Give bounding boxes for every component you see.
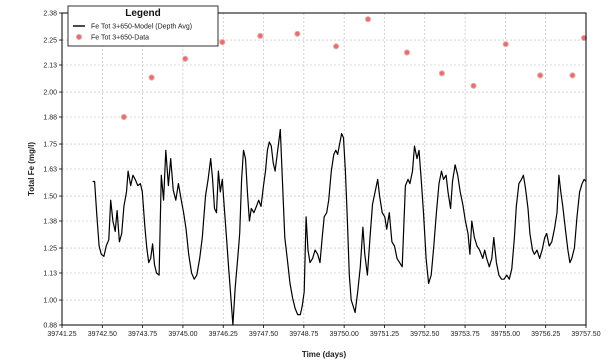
legend-box — [67, 5, 219, 47]
data-point — [569, 72, 576, 79]
x-tick-label: 39753.75 — [450, 331, 479, 338]
data-point — [537, 72, 544, 79]
data-point — [182, 55, 189, 62]
y-axis-ticks: 0.88 1.00 1.13 1.25 1.38 1.50 1.63 1.75 1.88 2.00… — [43, 11, 62, 330]
y-tick-label: 1.50 — [43, 194, 57, 201]
y-tick-label: 2.00 — [43, 90, 57, 97]
legend: Legend Fe Tot 3+650-Model (Depth Avg) Fe… — [67, 5, 219, 47]
x-axis-ticks: 39741.25 39742.50 39743.75 39745.00 39746.25… — [47, 325, 601, 338]
x-tick-label: 39755.00 — [491, 331, 520, 338]
model-line — [92, 128, 587, 326]
x-tick-label: 39750.00 — [330, 331, 359, 338]
x-axis-label: Time (days) — [302, 350, 347, 359]
data-point — [294, 30, 301, 37]
x-tick-label: 39745.00 — [168, 331, 197, 338]
data-point — [364, 16, 372, 23]
y-tick-label: 1.75 — [43, 142, 57, 149]
x-tick-label: 39752.50 — [410, 331, 439, 338]
x-tick-label: 39747.50 — [249, 331, 278, 338]
x-tick-label: 39743.75 — [128, 331, 157, 338]
data-point — [470, 82, 477, 89]
y-tick-label: 1.63 — [43, 167, 57, 174]
data-point — [219, 39, 226, 46]
y-tick-label: 1.13 — [43, 271, 57, 278]
data-point — [257, 32, 264, 40]
data-point — [403, 49, 411, 56]
x-tick-label: 39748.75 — [289, 331, 318, 338]
y-tick-label: 2.38 — [43, 11, 57, 18]
y-tick-label: 0.88 — [43, 323, 57, 330]
x-tick-label: 39742.50 — [88, 331, 117, 338]
y-tick-label: 1.25 — [43, 246, 57, 253]
y-tick-label: 1.88 — [43, 115, 57, 122]
plot-frame — [61, 12, 587, 326]
data-point — [333, 43, 340, 50]
x-tick-label: 39757.50 — [571, 331, 600, 338]
data-point — [438, 70, 445, 77]
data-point — [120, 113, 128, 121]
y-tick-label: 2.25 — [43, 38, 57, 45]
x-tick-label: 39741.25 — [47, 331, 76, 338]
x-tick-label: 39746.25 — [209, 331, 238, 338]
data-point — [580, 34, 588, 42]
legend-entry-data: Fe Tot 3+650-Data — [91, 35, 149, 42]
y-tick-label: 1.38 — [43, 219, 57, 226]
legend-entry-model: Fe Tot 3+650-Model (Depth Avg) — [91, 24, 192, 31]
x-tick-label: 39751.25 — [370, 331, 399, 338]
y-axis-label: Total Fe (mg/l) — [27, 142, 36, 196]
y-tick-label: 1.00 — [43, 298, 57, 305]
y-tick-label: 2.13 — [43, 63, 57, 70]
x-tick-label: 39756.25 — [531, 331, 560, 338]
data-point — [502, 41, 509, 48]
data-point — [148, 74, 155, 81]
legend-circle-swatch — [75, 33, 83, 41]
legend-title: Legend — [125, 8, 161, 19]
series-layer — [92, 16, 588, 326]
